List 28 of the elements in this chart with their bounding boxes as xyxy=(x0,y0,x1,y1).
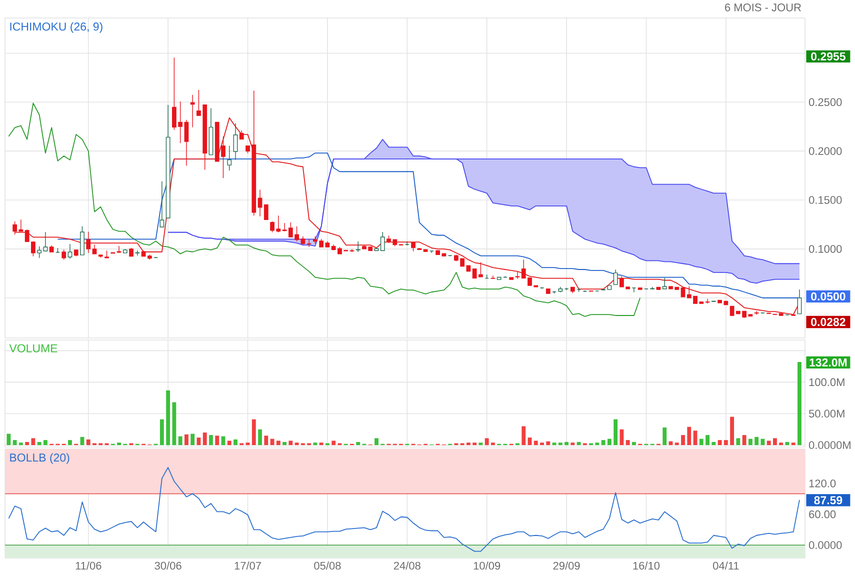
y-tick-label: 120.0 xyxy=(809,480,836,488)
y-tick-label: 0.2500 xyxy=(808,98,842,106)
y-tick-label: 60.00 xyxy=(809,510,836,518)
x-tick-label: 24/08 xyxy=(394,562,420,570)
x-tick-label: 10/09 xyxy=(474,562,500,570)
text: 132.0M xyxy=(810,358,847,367)
x-tick-label: 29/09 xyxy=(553,562,580,570)
y-tick-label: 0.0000M xyxy=(808,441,850,450)
y-tick-label: 0.1500 xyxy=(808,196,842,204)
chart-title: VOLUME xyxy=(9,344,58,352)
text: 0.0500 xyxy=(811,292,846,300)
chart-title: ICHIMOKU (26, 9) xyxy=(10,22,102,33)
x-tick-label: 30/06 xyxy=(154,562,182,570)
x-tick-label: 17/07 xyxy=(234,562,261,570)
x-tick-label: 16/10 xyxy=(633,562,660,570)
text: 87.59 xyxy=(814,496,842,504)
x-tick-label: 05/08 xyxy=(314,562,341,570)
x-tick-label: 04/11 xyxy=(712,562,739,570)
y-tick-label: 0.0000 xyxy=(808,541,842,550)
y-tick-label: 0.2000 xyxy=(808,147,842,155)
x-tick-label: 11/06 xyxy=(76,562,102,570)
text: 0.0282 xyxy=(811,318,846,326)
chart-title: BOLLB (20) xyxy=(10,453,70,464)
y-tick-label: 50.00M xyxy=(808,410,844,418)
y-tick-label: 0.1000 xyxy=(808,245,842,253)
text: 0.2955 xyxy=(811,52,846,60)
chart-subtitle: 6 MOIS - JOUR xyxy=(725,4,801,12)
y-tick-label: 100.0M xyxy=(809,378,844,386)
